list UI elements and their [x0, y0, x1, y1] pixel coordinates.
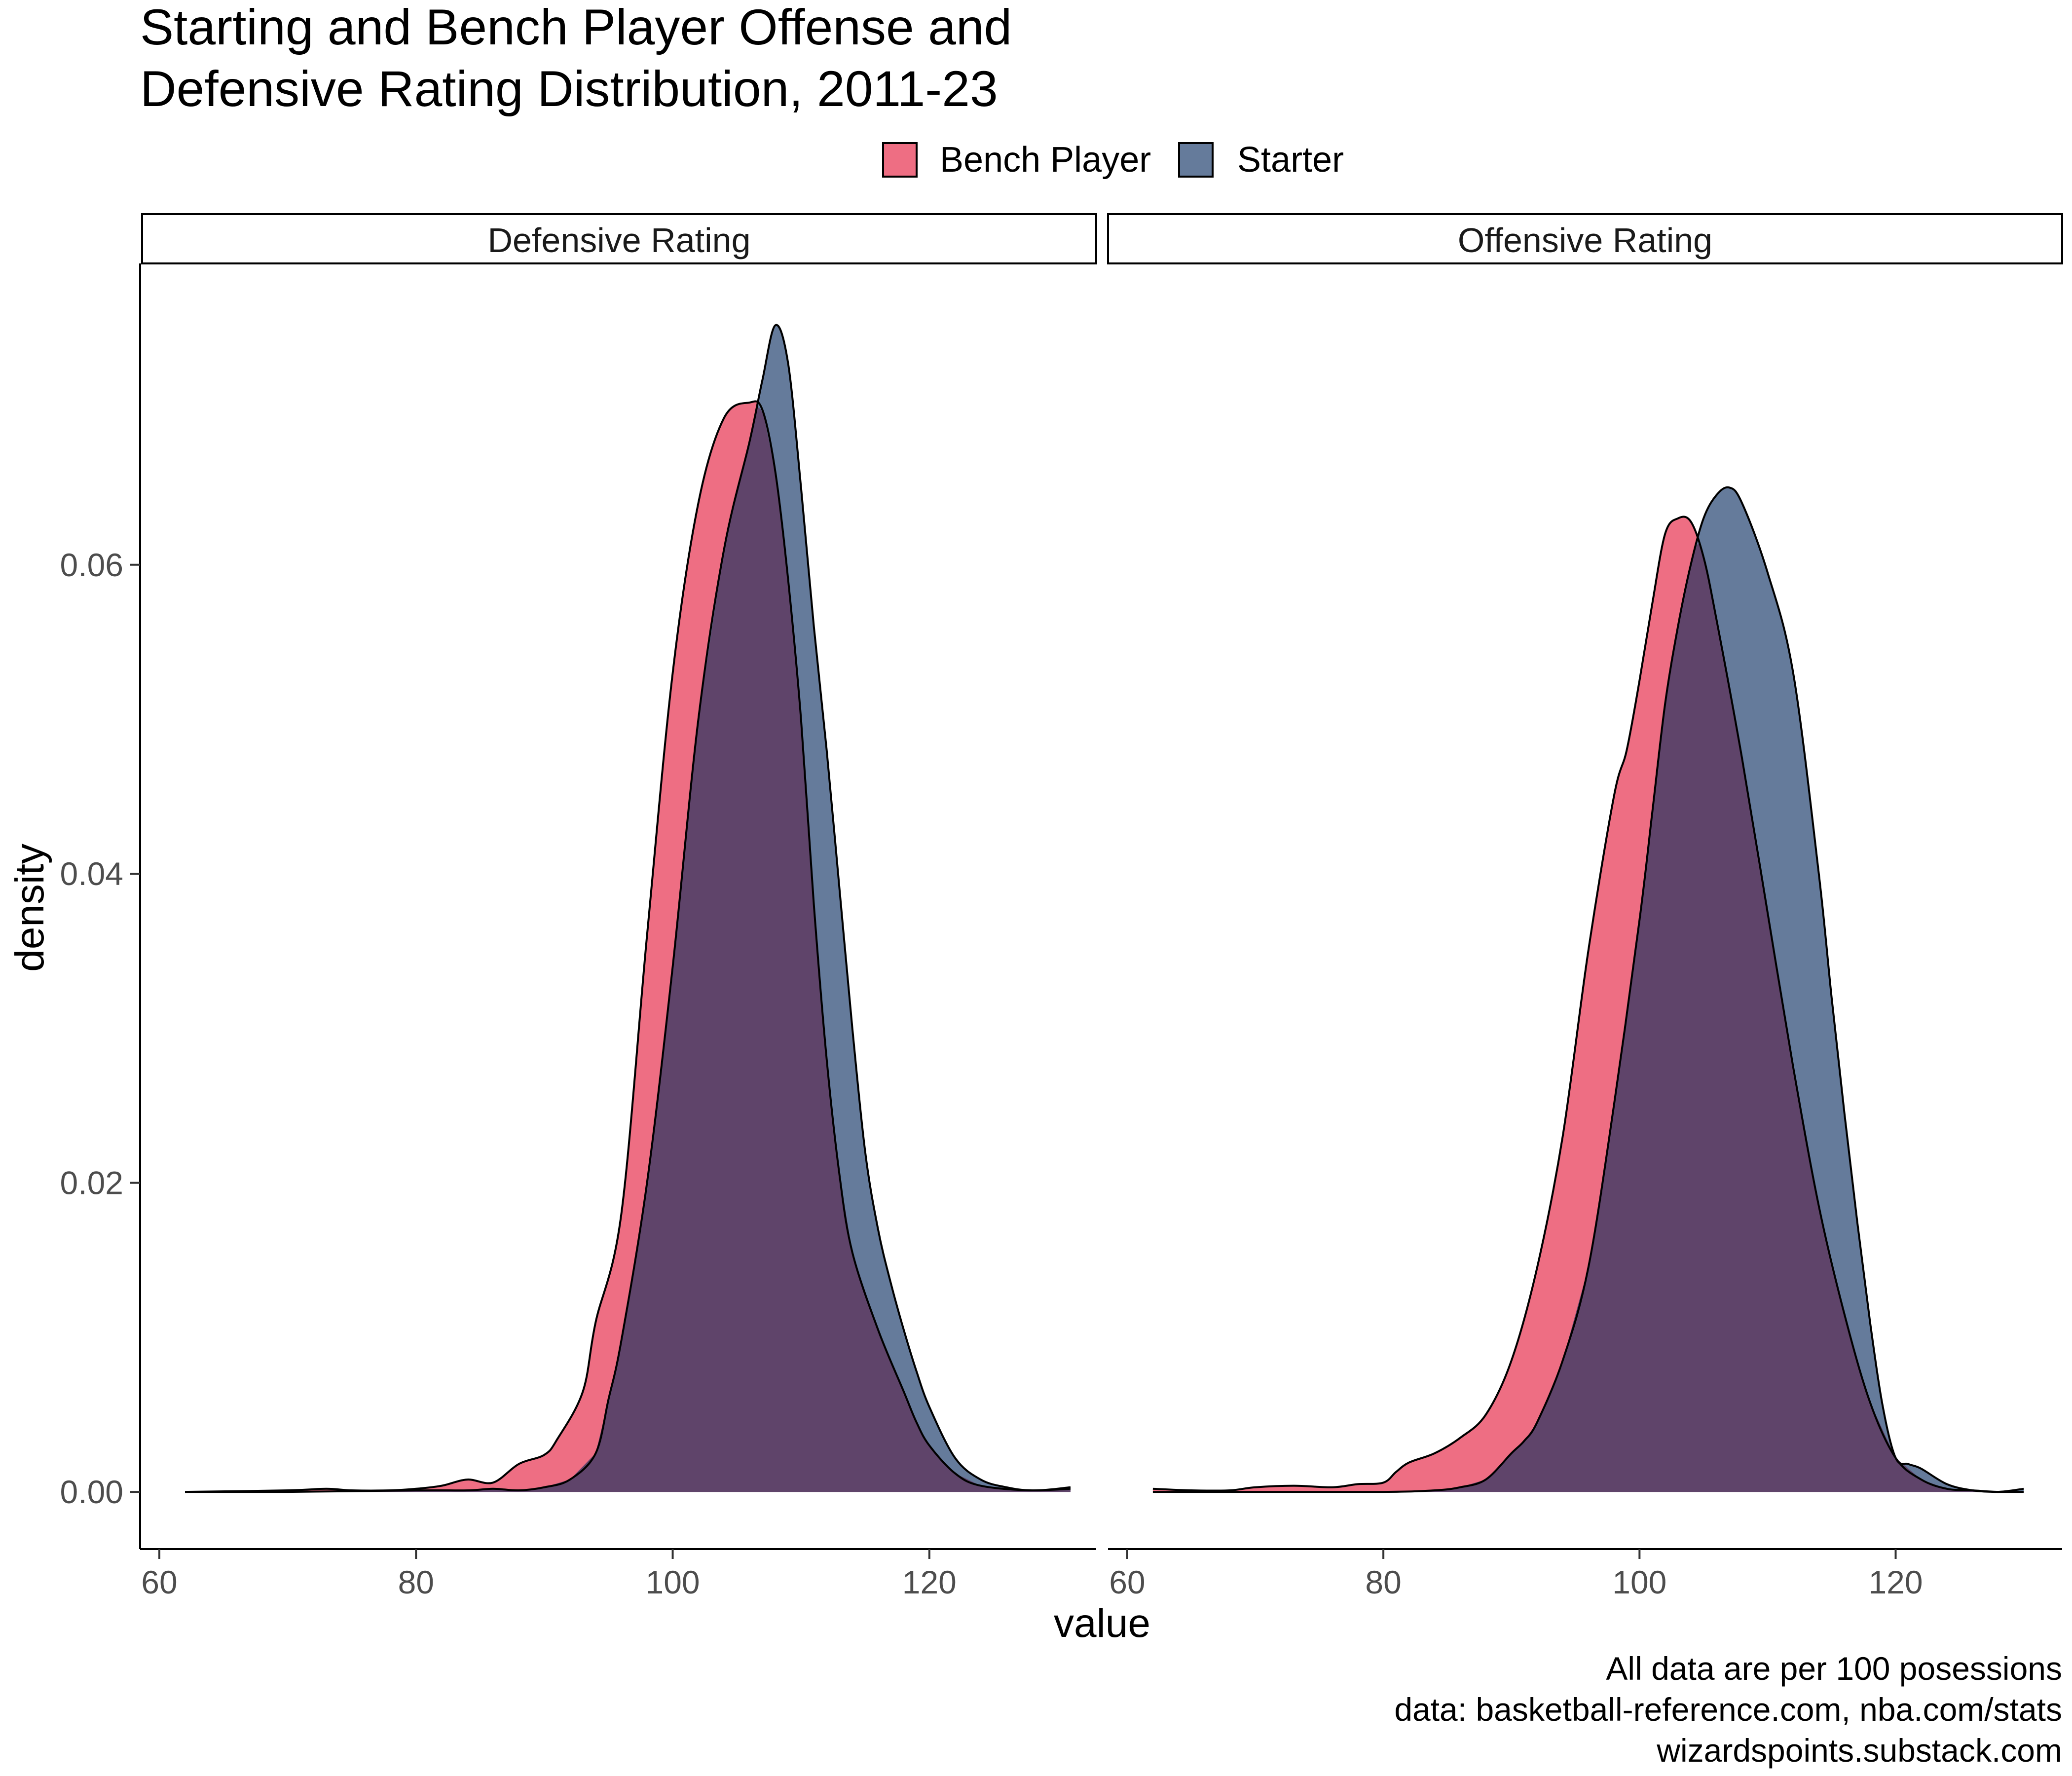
facet-strip-label-defensive-rating: Defensive Rating — [487, 221, 750, 259]
caption: All data are per 100 posessions data: ba… — [1394, 1650, 2062, 1769]
facet-strip-defensive-rating — [141, 213, 1097, 264]
facet-strip-offensive-rating — [1107, 213, 2063, 264]
legend-swatch-starter — [1178, 142, 1214, 178]
caption-line-1: All data are per 100 posessions — [1606, 1650, 2062, 1687]
y-axis-label: density — [7, 844, 52, 972]
x-tick-label-defensive-rating-60: 60 — [141, 1564, 177, 1600]
chart-title-line-1: Starting and Bench Player Offense and — [140, 0, 1012, 55]
y-axis: 0.00 0.02 0.04 0.06 — [60, 263, 141, 1549]
x-axis-label: value — [1054, 1601, 1150, 1646]
density-area-defensive-rating-bench-player — [185, 401, 1071, 1492]
density-outline-offensive-rating-starter — [1152, 486, 2024, 1493]
x-tick-label-offensive-rating-100: 100 — [1612, 1564, 1666, 1600]
caption-line-3: wizardspoints.substack.com — [1656, 1732, 2062, 1769]
x-tick-label-defensive-rating-80: 80 — [398, 1564, 434, 1600]
density-area-defensive-rating-starter — [185, 325, 1071, 1492]
chart-title-line-2: Defensive Rating Distribution, 2011-23 — [140, 61, 998, 117]
density-outline-defensive-rating-bench-player — [185, 400, 1071, 1493]
x-tick-label-defensive-rating-120: 120 — [902, 1564, 957, 1600]
y-tick-label-0-04: 0.04 — [60, 855, 123, 892]
x-tick-label-offensive-rating-120: 120 — [1868, 1564, 1923, 1600]
chart-title: Starting and Bench Player Offense and De… — [140, 0, 1012, 117]
x-tick-label-offensive-rating-60: 60 — [1109, 1564, 1145, 1600]
y-tick-label-0-00: 0.00 — [60, 1474, 123, 1510]
facet-strip-label-offensive-rating: Offensive Rating — [1458, 221, 1712, 259]
density-overlap-offensive-rating — [1152, 543, 2024, 1492]
legend-label-bench-player: Bench Player — [940, 140, 1151, 180]
caption-line-2: data: basketball-reference.com, nba.com/… — [1394, 1691, 2062, 1728]
x-tick-label-offensive-rating-80: 80 — [1365, 1564, 1401, 1600]
y-tick-label-0-02: 0.02 — [60, 1165, 123, 1201]
y-tick-label-0-06: 0.06 — [60, 547, 123, 583]
plot-area-defensive-rating: 60 80 100 120 — [140, 324, 1096, 1600]
facet-panel-offensive-rating: Offensive Rating 60 80 100 120 — [1107, 213, 2063, 1600]
plot-area-offensive-rating: 60 80 100 120 — [1108, 486, 2062, 1600]
legend: Bench Player Starter — [882, 140, 1344, 180]
density-outline-defensive-rating-starter — [185, 324, 1071, 1493]
legend-label-starter: Starter — [1237, 140, 1344, 180]
x-tick-label-defensive-rating-100: 100 — [645, 1564, 700, 1600]
density-outline-offensive-rating-bench-player — [1152, 516, 2024, 1493]
legend-swatch-bench-player — [882, 142, 918, 178]
facet-panel-defensive-rating: Defensive Rating 60 80 100 120 — [140, 213, 1097, 1600]
